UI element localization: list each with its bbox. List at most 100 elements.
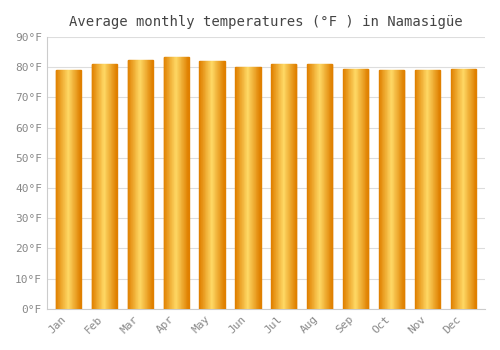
Bar xyxy=(468,69,469,309)
Bar xyxy=(256,67,257,309)
Bar xyxy=(137,60,138,309)
Bar xyxy=(240,67,241,309)
Bar xyxy=(288,64,289,309)
Bar xyxy=(130,60,131,309)
Bar xyxy=(285,64,286,309)
Bar xyxy=(467,69,468,309)
Bar xyxy=(294,64,295,309)
Bar xyxy=(146,60,147,309)
Bar xyxy=(319,64,320,309)
Bar xyxy=(101,64,102,309)
Bar xyxy=(383,70,384,309)
Bar xyxy=(57,70,58,309)
Bar xyxy=(116,64,117,309)
Bar xyxy=(423,70,424,309)
Bar xyxy=(186,57,187,309)
Bar xyxy=(274,64,275,309)
Bar xyxy=(469,69,470,309)
Bar xyxy=(252,67,253,309)
Bar xyxy=(472,69,473,309)
Bar xyxy=(284,64,285,309)
Bar xyxy=(241,67,242,309)
Bar xyxy=(150,60,151,309)
Bar xyxy=(403,70,404,309)
Bar xyxy=(416,70,417,309)
Bar xyxy=(433,70,434,309)
Bar xyxy=(436,70,437,309)
Bar xyxy=(353,69,354,309)
Bar xyxy=(208,61,209,309)
Bar xyxy=(430,70,432,309)
Bar xyxy=(474,69,475,309)
Bar xyxy=(391,70,392,309)
Bar xyxy=(176,57,177,309)
Bar xyxy=(175,57,176,309)
Bar xyxy=(152,60,153,309)
Bar xyxy=(216,61,217,309)
Bar xyxy=(425,70,426,309)
Bar xyxy=(347,69,348,309)
Bar xyxy=(464,69,466,309)
Bar xyxy=(395,70,396,309)
Bar xyxy=(140,60,141,309)
Bar xyxy=(279,64,280,309)
Bar xyxy=(388,70,389,309)
Bar xyxy=(466,69,467,309)
Bar xyxy=(289,64,290,309)
Bar xyxy=(396,70,398,309)
Bar xyxy=(349,69,350,309)
Bar xyxy=(401,70,402,309)
Bar xyxy=(471,69,472,309)
Bar xyxy=(139,60,140,309)
Bar xyxy=(135,60,136,309)
Bar xyxy=(112,64,113,309)
Bar xyxy=(402,70,403,309)
Bar xyxy=(58,70,59,309)
Bar xyxy=(387,70,388,309)
Bar xyxy=(100,64,101,309)
Bar xyxy=(390,70,391,309)
Bar xyxy=(309,64,310,309)
Bar xyxy=(66,70,67,309)
Bar xyxy=(462,69,463,309)
Bar xyxy=(277,64,278,309)
Bar xyxy=(173,57,174,309)
Bar xyxy=(379,70,380,309)
Bar xyxy=(429,70,430,309)
Bar xyxy=(148,60,149,309)
Bar xyxy=(415,70,416,309)
Bar xyxy=(380,70,381,309)
Bar xyxy=(110,64,111,309)
Bar xyxy=(211,61,212,309)
Bar xyxy=(94,64,95,309)
Bar xyxy=(326,64,328,309)
Bar xyxy=(221,61,222,309)
Bar xyxy=(72,70,73,309)
Bar xyxy=(210,61,211,309)
Bar xyxy=(463,69,464,309)
Bar xyxy=(236,67,238,309)
Bar xyxy=(134,60,135,309)
Bar xyxy=(96,64,97,309)
Bar xyxy=(321,64,322,309)
Bar xyxy=(287,64,288,309)
Bar xyxy=(384,70,386,309)
Bar xyxy=(311,64,312,309)
Bar xyxy=(331,64,332,309)
Bar xyxy=(451,69,452,309)
Bar xyxy=(420,70,422,309)
Bar xyxy=(382,70,383,309)
Bar xyxy=(310,64,311,309)
Bar xyxy=(461,69,462,309)
Bar xyxy=(76,70,77,309)
Bar xyxy=(358,69,359,309)
Bar xyxy=(220,61,221,309)
Bar xyxy=(360,69,362,309)
Bar xyxy=(315,64,316,309)
Bar xyxy=(151,60,152,309)
Bar xyxy=(142,60,144,309)
Bar xyxy=(282,64,284,309)
Bar xyxy=(107,64,108,309)
Bar xyxy=(422,70,423,309)
Bar xyxy=(367,69,368,309)
